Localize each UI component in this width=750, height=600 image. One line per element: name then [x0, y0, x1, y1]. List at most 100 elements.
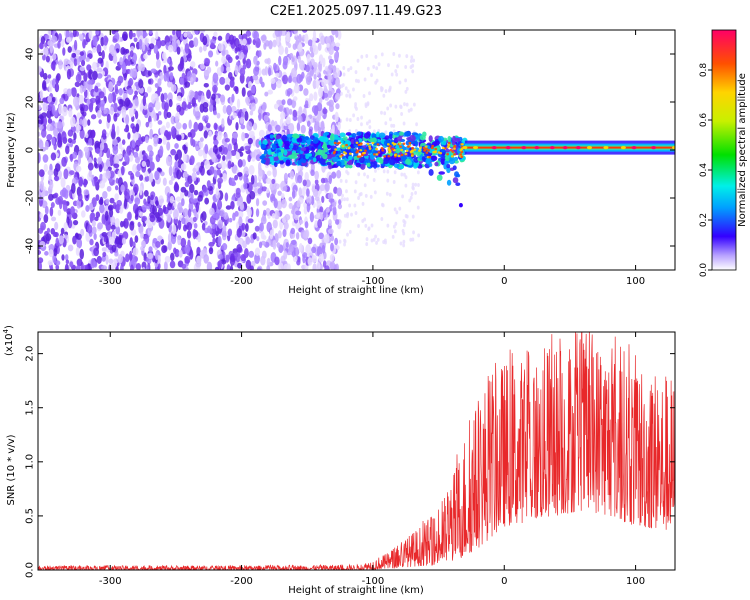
spectrogram-noise-cell: [217, 43, 224, 52]
spectrogram-noise-cell: [312, 39, 316, 49]
spectrogram-noise-cell: [130, 45, 135, 52]
spectrogram-noise-cell: [148, 121, 153, 129]
spectrogram-x-ticks: -300 -200 -100 0 100: [99, 30, 645, 287]
spectrogram-noise-cell: [236, 200, 241, 207]
spectrogram-noise-cell: [159, 145, 164, 156]
spectrogram-noise-cell: [66, 68, 72, 80]
spectrogram-noise-cell: [334, 237, 339, 246]
spectrogram-noise-cell: [340, 91, 343, 96]
spectrogram-noise-cell: [391, 234, 395, 239]
spectrogram-hot-cell: [377, 151, 381, 154]
spectrogram-noise-cell: [250, 85, 256, 94]
spectrogram-noise-cell: [131, 126, 137, 134]
spectrogram-noise-cell: [302, 254, 306, 264]
spectrogram-signal-cell: [366, 162, 371, 168]
spectrogram-noise-cell: [247, 208, 252, 217]
spectrogram-noise-cell: [227, 160, 232, 169]
spectrogram-noise-cell: [109, 208, 114, 218]
spectrogram-noise-cell: [245, 223, 249, 232]
spectrogram-noise-cell: [260, 231, 265, 240]
spectrogram-noise-cell: [244, 111, 249, 122]
spectrogram-noise-cell: [184, 189, 189, 197]
spectrogram-noise-cell: [173, 247, 177, 254]
spectrogram-noise-cell: [120, 47, 126, 55]
spectrogram-signal-cell: [444, 161, 449, 165]
spectrogram-noise-cell: [405, 102, 409, 107]
spectrogram-noise-cell: [56, 121, 63, 129]
spectrogram-noise-cell: [133, 37, 138, 43]
spectrogram-noise-cell: [273, 183, 280, 190]
spectrogram-noise-cell: [73, 220, 79, 226]
spectrogram-noise-cell: [322, 57, 326, 68]
spectrogram-noise-cell: [250, 102, 256, 112]
spectrogram-noise-cell: [322, 210, 327, 218]
spectrogram-noise-cell: [225, 54, 231, 61]
spectrogram-noise-cell: [114, 217, 120, 228]
spectrogram-noise-cell: [166, 155, 172, 167]
spectrogram-signal-cell: [445, 149, 451, 153]
spectrogram-noise-cell: [198, 46, 203, 53]
spectrogram-noise-cell: [362, 94, 366, 99]
spectrogram-signal-cell: [446, 163, 451, 169]
spectrogram-noise-cell: [147, 222, 153, 229]
spectrogram-noise-cell: [374, 54, 378, 59]
spectrogram-noise-cell: [253, 187, 259, 194]
spectrogram-noise-cell: [345, 117, 349, 122]
spectrogram-noise-cell: [291, 67, 297, 78]
spectrogram-noise-cell: [308, 128, 313, 137]
spectrogram-noise-cell: [354, 70, 358, 75]
spectrogram-noise-cell: [411, 182, 415, 187]
spectrogram-noise-cell: [365, 242, 369, 247]
spectrogram-noise-cell: [53, 127, 59, 137]
spectrogram-noise-cell: [234, 37, 240, 48]
spectrogram-noise-cell: [72, 30, 77, 38]
spectrogram-noise-cell: [343, 239, 347, 244]
spectrogram-noise-cell: [57, 196, 64, 205]
spectrogram-signal-cell: [301, 136, 306, 140]
spectrogram-noise-cell: [170, 252, 175, 262]
spectrogram-signal-cell: [434, 161, 439, 167]
spectrogram-noise-cell: [126, 145, 132, 156]
spectrogram-noise-cell: [330, 235, 335, 242]
spectrogram-signal-cell: [419, 134, 426, 141]
spectrogram-noise-cell: [239, 238, 243, 245]
spectrogram-noise-cell: [255, 154, 261, 162]
spectrogram-signal-cell: [405, 158, 411, 165]
spectrogram-noise-cell: [402, 243, 406, 248]
spectrogram-noise-cell: [370, 73, 373, 78]
spectrogram-noise-cell: [121, 112, 127, 118]
spectrogram-noise-cell: [87, 119, 91, 126]
spectrogram-noise-cell: [114, 185, 119, 191]
spectrogram-noise-cell: [58, 136, 63, 146]
spectrogram-noise-cell: [131, 138, 136, 149]
colorbar-tick-label: 0.8: [699, 63, 709, 78]
spectrogram-hot-cell: [391, 147, 395, 151]
spectrogram-signal-cell: [455, 182, 461, 186]
spectrogram-noise-cell: [297, 174, 303, 184]
spectrogram-noise-cell: [295, 210, 302, 216]
spectrogram-signal-cell: [443, 163, 448, 170]
spectrogram-hot-cell: [405, 149, 409, 153]
spectrogram-hot-cell: [434, 150, 437, 154]
spectrogram-noise-cell: [168, 179, 173, 186]
spectrogram-noise-cell: [190, 192, 194, 204]
spectrogram-noise-cell: [217, 177, 223, 184]
spectrogram-noise-cell: [101, 50, 105, 60]
spectrogram-noise-cell: [167, 202, 172, 211]
spectrogram-noise-cell: [41, 112, 47, 119]
spectrogram-noise-cell: [253, 122, 258, 131]
spectrogram-signal-cell: [320, 137, 327, 142]
spectrogram-noise-cell: [309, 93, 314, 102]
spectrogram-noise-cell: [340, 197, 344, 202]
spectrogram-noise-cell: [239, 151, 244, 157]
spectrogram-noise-cell: [216, 99, 220, 104]
snr-scale-exponent: 4: [2, 328, 10, 333]
spectrogram-noise-cell: [75, 165, 82, 173]
spectrogram-noise-cell: [273, 62, 277, 72]
spectrogram-signal-cell: [322, 143, 327, 150]
spectrogram-noise-cell: [232, 112, 237, 119]
spectrogram-noise-cell: [202, 185, 208, 193]
spectrogram-noise-cell: [237, 111, 242, 119]
spectrogram-noise-cell: [335, 92, 341, 100]
spectrogram-noise-cell: [83, 72, 88, 82]
